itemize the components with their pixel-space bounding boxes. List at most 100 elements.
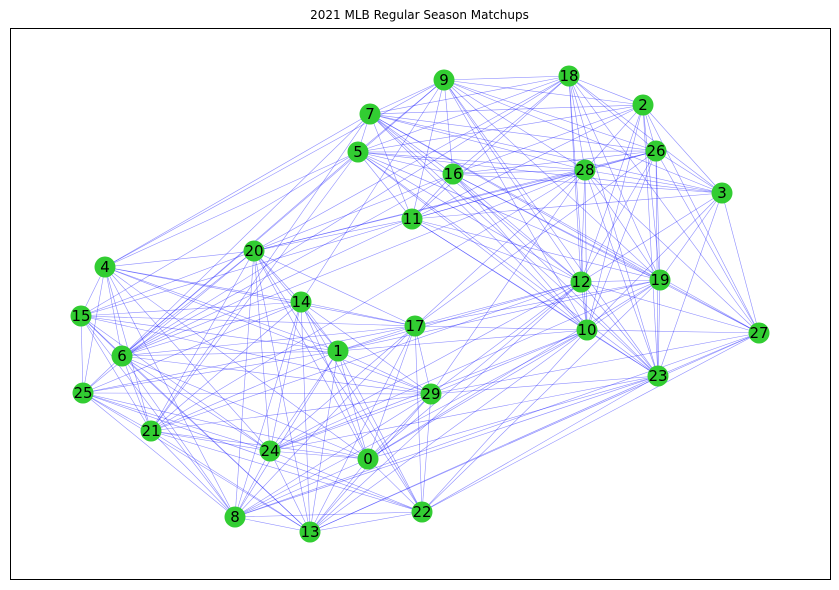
edge-17-10 <box>414 325 588 331</box>
edge-29-17 <box>414 325 432 395</box>
edge-2-23 <box>642 104 659 377</box>
edge-22-10 <box>421 329 588 513</box>
node-label: 7 <box>365 105 375 123</box>
edge-3-23 <box>657 192 723 377</box>
edge-5-9 <box>357 79 445 153</box>
edge-24-29 <box>269 393 432 452</box>
edge-2-12 <box>580 104 644 283</box>
node-3: 3 <box>711 182 733 204</box>
edge-6-17 <box>121 325 416 357</box>
edge-12-23 <box>580 281 659 377</box>
edge-21-20 <box>150 250 255 432</box>
edge-7-10 <box>369 113 588 331</box>
edge-11-10 <box>411 218 588 331</box>
edge-25-17 <box>82 325 416 394</box>
node-circle <box>433 69 455 91</box>
edge-15-14 <box>80 301 302 317</box>
edge-4-9 <box>104 79 445 268</box>
edge-9-10 <box>443 79 588 331</box>
edge-20-8 <box>234 250 255 518</box>
edge-21-0 <box>150 430 369 460</box>
node-27: 27 <box>748 322 770 344</box>
node-19: 19 <box>649 269 671 291</box>
edge-9-23 <box>443 79 659 377</box>
edge-3-19 <box>659 192 723 281</box>
edge-7-26 <box>369 113 657 152</box>
node-circle <box>574 159 596 181</box>
edge-18-3 <box>568 75 723 194</box>
node-label: 12 <box>571 273 590 291</box>
edge-21-24 <box>150 430 271 452</box>
node-28: 28 <box>574 159 596 181</box>
edge-5-2 <box>357 104 644 153</box>
edge-18-12 <box>568 75 582 283</box>
edge-6-7 <box>121 113 371 357</box>
edge-21-8 <box>150 430 236 518</box>
node-7: 7 <box>359 103 381 125</box>
edge-15-1 <box>80 315 339 352</box>
node-circle <box>290 291 312 313</box>
edge-5-23 <box>357 151 659 377</box>
edge-21-7 <box>150 113 371 432</box>
edge-0-17 <box>367 325 416 460</box>
edge-18-2 <box>568 75 644 106</box>
edge-13-10 <box>309 329 588 533</box>
edge-6-24 <box>121 355 271 452</box>
edge-4-5 <box>104 151 359 268</box>
node-circle <box>224 506 246 528</box>
edge-11-19 <box>411 218 661 281</box>
node-label: 4 <box>100 258 110 276</box>
node-label: 15 <box>71 307 90 325</box>
edge-6-0 <box>121 355 369 460</box>
edge-20-16 <box>253 173 454 252</box>
node-label: 6 <box>117 347 127 365</box>
edge-24-17 <box>269 325 416 452</box>
edge-8-22 <box>234 511 423 518</box>
edge-3-12 <box>580 192 723 283</box>
plot-frame <box>10 28 831 580</box>
edge-25-13 <box>82 392 311 533</box>
edge-13-22 <box>309 511 423 533</box>
node-label: 1 <box>333 342 343 360</box>
edge-29-10 <box>430 329 588 395</box>
node-label: 28 <box>575 161 594 179</box>
node-circle <box>711 182 733 204</box>
node-label: 29 <box>421 385 440 403</box>
edge-9-2 <box>443 79 644 106</box>
node-circle <box>570 271 592 293</box>
edge-13-23 <box>309 375 659 533</box>
edge-8-0 <box>234 458 369 518</box>
node-29: 29 <box>420 383 442 405</box>
edge-4-0 <box>104 266 369 460</box>
edge-1-10 <box>337 329 588 352</box>
edge-23-27 <box>657 332 760 377</box>
edge-12-27 <box>580 281 760 334</box>
edge-14-29 <box>300 301 432 395</box>
node-label: 10 <box>577 321 596 339</box>
node-circle <box>411 501 433 523</box>
edge-17-12 <box>414 281 582 327</box>
edge-13-0 <box>309 458 369 533</box>
edge-15-5 <box>80 151 359 317</box>
edge-6-21 <box>121 355 152 432</box>
node-label: 3 <box>717 184 727 202</box>
node-4: 4 <box>94 256 116 278</box>
edge-5-26 <box>357 150 657 153</box>
node-14: 14 <box>290 291 312 313</box>
edge-22-27 <box>421 332 760 513</box>
edge-26-27 <box>655 150 760 334</box>
edge-11-26 <box>411 150 657 220</box>
node-16: 16 <box>442 163 464 185</box>
edge-21-12 <box>150 281 582 432</box>
node-10: 10 <box>576 319 598 341</box>
edge-4-17 <box>104 266 416 327</box>
node-circle <box>647 365 669 387</box>
edge-24-8 <box>234 450 271 518</box>
node-8: 8 <box>224 506 246 528</box>
edge-24-22 <box>269 450 423 513</box>
edge-9-28 <box>443 79 586 171</box>
edge-29-12 <box>430 281 582 395</box>
node-circle <box>420 383 442 405</box>
edge-25-21 <box>82 392 152 432</box>
edge-15-29 <box>80 315 432 395</box>
